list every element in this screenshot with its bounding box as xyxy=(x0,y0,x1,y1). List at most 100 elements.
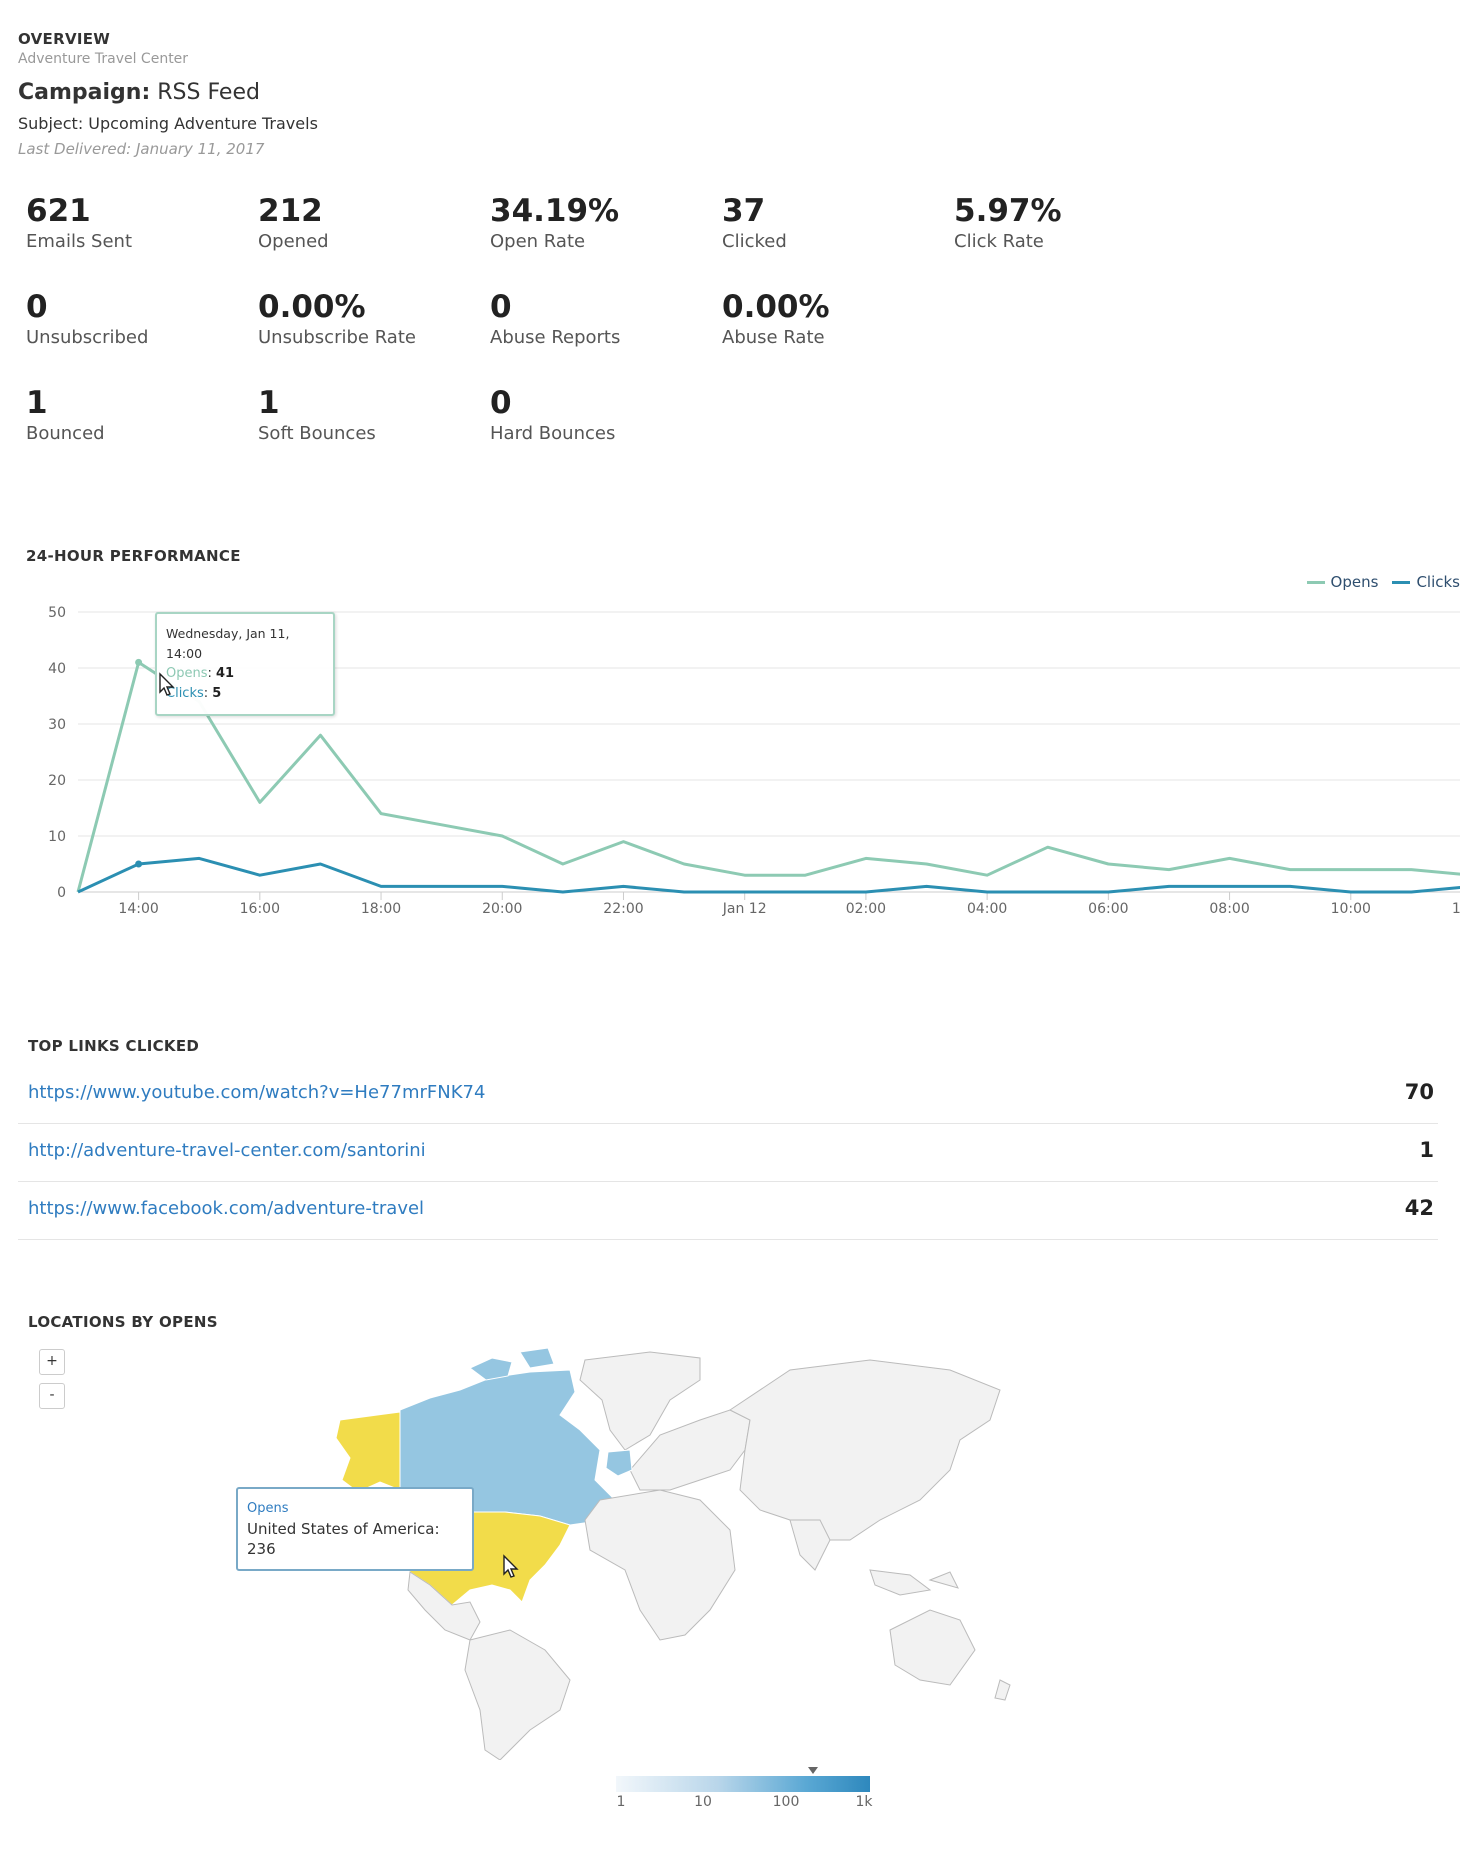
scale-gradient-bar xyxy=(616,1776,870,1792)
link-count: 70 xyxy=(1404,1080,1434,1104)
legend-item-opens[interactable]: Opens xyxy=(1306,573,1379,591)
y-tick-label: 10 xyxy=(48,829,66,845)
stat-unsubscribe-rate: 0.00% Unsubscribe Rate xyxy=(258,289,478,349)
x-tick-label: 14:00 xyxy=(118,901,158,917)
campaign-title: Campaign: RSS Feed xyxy=(18,80,318,105)
map-region-arctic-islands xyxy=(469,1347,555,1381)
stat-label: Unsubscribe Rate xyxy=(258,327,416,348)
stat-soft-bounces: 1 Soft Bounces xyxy=(258,385,478,445)
chart-svg: 0 10 20 30 40 50 14:00 16:00 18:00 20:00 22:00 Jan … xyxy=(48,605,1460,917)
map-region-india xyxy=(789,1519,831,1571)
link-row: https://www.facebook.com/adventure-trave… xyxy=(18,1182,1438,1240)
stat-value: 5.97% xyxy=(954,193,1062,229)
y-tick-label: 40 xyxy=(48,661,66,677)
overview-header: OVERVIEW Adventure Travel Center Campaig… xyxy=(18,30,318,158)
link-row: http://adventure-travel-center.com/santo… xyxy=(18,1124,1438,1182)
map-region-central-america xyxy=(407,1571,481,1641)
series-point-clicks xyxy=(135,860,143,868)
section-title: OVERVIEW xyxy=(18,30,111,48)
top-links-list: https://www.youtube.com/watch?v=He77mrFN… xyxy=(18,1066,1438,1240)
stat-label: Opened xyxy=(258,231,329,252)
x-tick-label: 10:00 xyxy=(1331,901,1371,917)
series-point-opens xyxy=(135,658,143,666)
mouse-cursor-icon xyxy=(159,672,175,696)
tooltip-opens-value: 41 xyxy=(216,666,235,681)
link-url[interactable]: https://www.youtube.com/watch?v=He77mrFN… xyxy=(28,1082,486,1103)
stat-label: Unsubscribed xyxy=(26,327,149,348)
map-region-greenland xyxy=(579,1351,701,1451)
stat-value: 212 xyxy=(258,193,323,229)
stat-label: Soft Bounces xyxy=(258,423,376,444)
zoom-out-button[interactable]: - xyxy=(39,1383,65,1409)
stat-label: Abuse Rate xyxy=(722,327,825,348)
stat-value: 0.00% xyxy=(258,289,366,325)
x-tick-label: Jan 12 xyxy=(722,901,767,917)
chart-tooltip: Wednesday, Jan 11, 14:00 Opens: 41 Click… xyxy=(155,612,335,716)
link-row: https://www.youtube.com/watch?v=He77mrFN… xyxy=(18,1066,1438,1124)
tooltip-opens-label: Opens xyxy=(166,666,208,681)
stat-emails-sent: 621 Emails Sent xyxy=(26,193,246,253)
map-region-new-zealand xyxy=(994,1679,1011,1701)
map-tooltip: Opens United States of America: 236 xyxy=(236,1487,474,1571)
y-tick-label: 20 xyxy=(48,773,66,789)
tooltip-heading: Wednesday, Jan 11, 14:00 xyxy=(166,626,290,661)
stat-label: Click Rate xyxy=(954,231,1044,252)
y-tick-label: 50 xyxy=(48,605,66,621)
stat-value: 34.19% xyxy=(490,193,620,229)
series-line-clicks xyxy=(77,856,1460,894)
scale-ticks: 1 10 100 1k xyxy=(616,1792,873,1810)
stat-opened: 212 Opened xyxy=(258,193,478,253)
map-region-asia xyxy=(729,1359,1001,1541)
tooltip-opens-row: Opens: 41 xyxy=(166,666,235,681)
stat-value: 0 xyxy=(490,385,512,421)
legend-label-opens: Opens xyxy=(1330,573,1379,591)
scale-tick-label: 100 xyxy=(772,1794,800,1810)
map-region-france xyxy=(605,1449,633,1477)
zoom-in-button[interactable]: + xyxy=(39,1349,65,1375)
link-url[interactable]: https://www.facebook.com/adventure-trave… xyxy=(28,1198,425,1219)
x-tick-label: 18:00 xyxy=(361,901,401,917)
stat-value: 621 xyxy=(26,193,91,229)
tooltip-clicks-label: Clicks xyxy=(166,686,204,701)
series-line-opens xyxy=(76,660,1460,893)
links-title: TOP LINKS CLICKED xyxy=(28,1037,200,1055)
locations-title: LOCATIONS BY OPENS xyxy=(28,1313,218,1331)
legend-item-clicks[interactable]: Clicks xyxy=(1392,573,1460,591)
stat-unsubscribed: 0 Unsubscribed xyxy=(26,292,246,349)
map-region-south-america xyxy=(464,1629,571,1760)
color-scale-legend: 1 10 100 1k xyxy=(616,1767,873,1810)
legend-swatch-clicks xyxy=(1392,580,1411,584)
stat-abuse-rate: 0.00% Abuse Rate xyxy=(722,289,942,349)
map-region-alaska xyxy=(335,1411,401,1493)
x-tick-label: 16:00 xyxy=(240,901,280,917)
stat-label: Abuse Reports xyxy=(490,327,621,348)
scale-tick-label: 1 xyxy=(616,1794,626,1810)
scale-tick-label: 1k xyxy=(855,1794,873,1810)
tooltip-clicks-value: 5 xyxy=(212,686,222,701)
stat-label: Bounced xyxy=(26,423,105,444)
stat-value: 1 xyxy=(26,385,48,421)
legend-swatch-opens xyxy=(1306,580,1325,584)
stat-open-rate: 34.19% Open Rate xyxy=(490,193,710,253)
x-tick-label: 02:00 xyxy=(846,901,886,917)
link-count: 1 xyxy=(1419,1138,1434,1162)
mouse-cursor-icon xyxy=(503,1554,519,1578)
stat-value: 0.00% xyxy=(722,289,830,325)
map-region-southeast-asia xyxy=(869,1569,959,1596)
legend-label-clicks: Clicks xyxy=(1416,573,1460,591)
chart-legend: Opens Clicks xyxy=(1306,573,1460,591)
link-url[interactable]: http://adventure-travel-center.com/santo… xyxy=(28,1140,426,1161)
x-tick-label: 04:00 xyxy=(967,901,1007,917)
stat-value: 1 xyxy=(258,385,280,421)
performance-title: 24-HOUR PERFORMANCE xyxy=(26,547,241,565)
x-tick-label: 06:00 xyxy=(1088,901,1128,917)
campaign-subject: Subject: Upcoming Adventure Travels xyxy=(18,114,318,133)
x-tick-label: 20:00 xyxy=(482,901,522,917)
map-region-australia xyxy=(889,1609,976,1686)
scale-tick-label: 10 xyxy=(694,1794,712,1810)
stat-label: Emails Sent xyxy=(26,231,133,252)
world-map[interactable] xyxy=(230,1340,1180,1760)
stat-bounced: 1 Bounced xyxy=(26,385,246,445)
stat-abuse-reports: 0 Abuse Reports xyxy=(490,292,710,349)
stat-label: Open Rate xyxy=(490,231,586,252)
